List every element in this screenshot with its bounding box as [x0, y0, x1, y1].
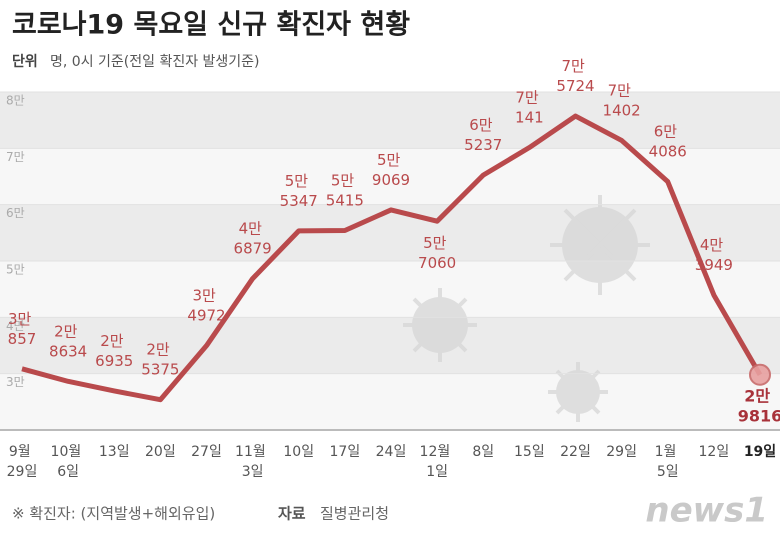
- value-label: 6만 4086: [649, 122, 687, 160]
- line: [21, 113, 763, 403]
- y-tick-label: 3만: [6, 375, 25, 389]
- value-label: 5만 7060: [418, 234, 456, 272]
- x-tick-label: 13일: [99, 444, 130, 460]
- point: [749, 363, 771, 386]
- x-tick-label: 22일: [560, 444, 591, 460]
- source-label: 자료: [278, 505, 306, 523]
- x-tick-label: 15일: [514, 444, 545, 460]
- value-label: 7만 141: [515, 88, 544, 126]
- y-tick-label: 6만: [6, 206, 25, 220]
- x-tick-label: 24일: [376, 444, 407, 460]
- x-tick-label: 9월 29일: [7, 444, 38, 480]
- band: [0, 148, 780, 205]
- value-label: 2만 9816: [738, 386, 780, 425]
- x-tick-label: 17일: [330, 444, 361, 460]
- value-label: 5만 5415: [326, 171, 364, 209]
- y-tick-label: 7만: [6, 150, 25, 164]
- band: [0, 261, 780, 318]
- y-tick-label: 8만: [6, 94, 25, 108]
- value-label: 3만 4972: [187, 286, 225, 324]
- x-tick-label: 11월 3일: [235, 444, 270, 480]
- x-tick-label: 8일: [472, 444, 494, 460]
- x-tick-label: 19일: [744, 444, 776, 460]
- x-tick-label: 10일: [283, 444, 314, 460]
- unit-label: 단위: [12, 53, 38, 70]
- x-tick-label: 12월 1일: [420, 444, 455, 480]
- logo: news1: [645, 491, 768, 531]
- band: [0, 317, 780, 374]
- band: [0, 92, 780, 149]
- subtitle: 명, 0시 기준(전일 확진자 발생기준): [50, 54, 260, 70]
- value-label: 4만 3949: [695, 236, 733, 274]
- virus-decoration: [403, 195, 650, 422]
- value-label: 5만 9069: [372, 150, 410, 188]
- band: [0, 204, 780, 261]
- x-tick-label: 20일: [145, 444, 176, 460]
- value-label: 7만 5724: [556, 57, 594, 95]
- x-tick-label: 12일: [699, 444, 730, 460]
- x-tick-label: 10월 6일: [51, 444, 86, 480]
- value-label: 2만 5375: [141, 340, 179, 378]
- value-label: 7만 1402: [603, 81, 641, 119]
- y-tick-label: 5만: [6, 263, 25, 277]
- value-label: 3만 857: [8, 309, 37, 347]
- band: [0, 373, 780, 430]
- value-label: 2만 8634: [49, 322, 87, 360]
- value-label: 4만 6879: [234, 219, 272, 257]
- x-tick-label: 29일: [606, 444, 637, 460]
- value-label: 5만 5347: [280, 171, 318, 209]
- value-label: 6만 5237: [464, 116, 502, 154]
- x-tick-label: 27일: [191, 444, 222, 460]
- chart-title: 코로나19 목요일 신규 확진자 현황: [12, 10, 410, 41]
- y-tick-label: 4만: [6, 319, 25, 333]
- value-label: 2만 6935: [95, 331, 133, 369]
- source: 질병관리청: [320, 505, 389, 523]
- footnote: ※ 확진자: (지역발생+해외유입): [12, 505, 215, 523]
- x-tick-label: 1월 5일: [655, 444, 681, 480]
